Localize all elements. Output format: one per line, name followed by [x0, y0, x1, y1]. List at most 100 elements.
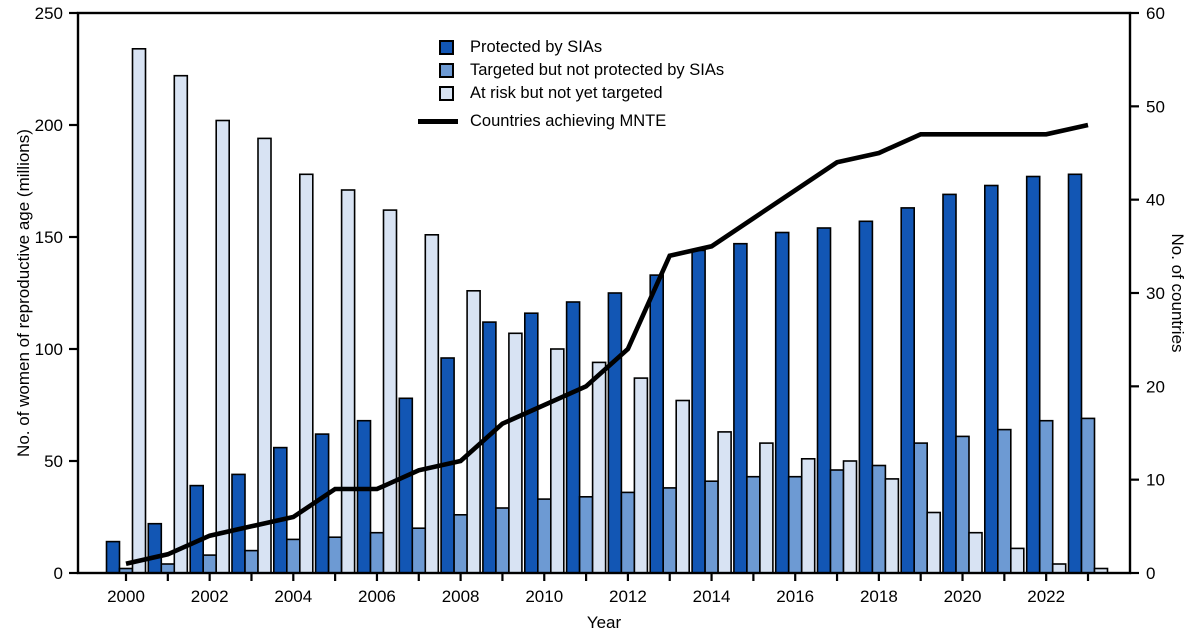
x-tick-label-2016: 2016	[776, 587, 814, 606]
bar-protected-2014	[691, 249, 706, 574]
bar-protected-2021	[983, 184, 999, 574]
x-tick-label-2006: 2006	[358, 587, 396, 606]
legend-marker-cell	[418, 119, 470, 124]
bar-protected-2018	[858, 220, 874, 574]
bar-targeted-2006	[369, 531, 385, 574]
bar-targeted-2022	[1038, 419, 1054, 574]
bar-at-risk-2007	[424, 234, 440, 574]
legend-label: At risk but not yet targeted	[470, 84, 663, 102]
bar-at-risk-2003	[257, 137, 272, 574]
right-axis-title: No. of countries	[1168, 233, 1187, 353]
bar-protected-2005	[314, 433, 330, 574]
bar-targeted-2020	[955, 435, 970, 574]
legend-marker-cell	[418, 40, 470, 55]
x-tick-label-2018: 2018	[860, 587, 898, 606]
bar-protected-2010	[523, 312, 539, 574]
protected-swatch-icon	[439, 40, 454, 55]
left-tick-label-0: 0	[54, 564, 63, 583]
x-tick-label-2000: 2000	[107, 587, 145, 606]
right-tick-label-40: 40	[1146, 191, 1165, 210]
bar-targeted-2011	[578, 495, 594, 574]
bar-at-risk-2014	[717, 431, 732, 574]
bar-at-risk-2021	[1009, 547, 1025, 574]
bar-at-risk-2017	[842, 460, 858, 574]
bar-protected-2020	[942, 193, 957, 574]
mnte-line-swatch-icon	[418, 119, 458, 124]
right-tick-label-10: 10	[1146, 471, 1165, 490]
right-tick-label-0: 0	[1146, 564, 1155, 583]
bar-targeted-2015	[746, 475, 761, 574]
bar-targeted-2002	[202, 554, 217, 574]
x-tick-label-2010: 2010	[525, 587, 563, 606]
left-tick-label-150: 150	[35, 228, 63, 247]
bar-targeted-2018	[871, 464, 887, 574]
bar-protected-2002	[189, 484, 204, 574]
bar-targeted-2021	[996, 428, 1012, 574]
bar-targeted-2017	[829, 469, 845, 574]
right-tick-label-20: 20	[1146, 377, 1165, 396]
bar-at-risk-2020	[968, 531, 983, 574]
x-tick-label-2008: 2008	[442, 587, 480, 606]
x-axis-title: Year	[586, 613, 622, 632]
bar-targeted-2019	[913, 442, 929, 574]
bar-at-risk-2008	[466, 289, 481, 574]
bar-targeted-2004	[285, 538, 301, 574]
bar-at-risk-2009	[508, 332, 523, 574]
bar-protected-2011	[565, 301, 581, 574]
legend-marker-cell	[418, 86, 470, 101]
x-tick-label-2002: 2002	[191, 587, 229, 606]
legend-item-mnte-line: Countries achieving MNTE	[418, 110, 724, 133]
x-tick-label-2004: 2004	[274, 587, 312, 606]
bar-at-risk-2011	[591, 361, 607, 574]
right-tick-label-30: 30	[1146, 284, 1165, 303]
x-tick-label-2020: 2020	[944, 587, 982, 606]
bar-at-risk-2006	[382, 209, 398, 574]
bar-protected-2019	[900, 207, 916, 574]
left-axis-title: No. of women of reproductive age (millio…	[14, 129, 33, 457]
x-tick-label-2012: 2012	[609, 587, 647, 606]
bar-protected-2000	[105, 540, 121, 574]
bar-targeted-2010	[536, 498, 552, 574]
bar-targeted-2003	[244, 549, 259, 574]
bar-targeted-2009	[495, 507, 510, 574]
bar-at-risk-2015	[759, 442, 774, 574]
at-risk-swatch-icon	[439, 86, 454, 101]
bar-at-risk-2005	[340, 189, 356, 574]
bar-protected-2003	[231, 473, 246, 574]
bar-protected-2006	[356, 419, 372, 574]
bar-targeted-2012	[620, 491, 636, 574]
bar-protected-2009	[482, 321, 497, 574]
bar-at-risk-2018	[884, 478, 900, 574]
bar-targeted-2007	[411, 527, 427, 574]
left-tick-label-50: 50	[44, 452, 63, 471]
bar-protected-2023	[1067, 173, 1083, 574]
bar-at-risk-2001	[173, 74, 189, 574]
left-tick-label-100: 100	[35, 340, 63, 359]
bar-protected-2001	[147, 522, 163, 574]
legend-item-at-risk: At risk but not yet targeted	[418, 82, 724, 105]
left-tick-label-250: 250	[35, 4, 63, 23]
legend-item-protected: Protected by SIAs	[418, 36, 724, 59]
right-tick-label-50: 50	[1146, 97, 1165, 116]
bar-protected-2016	[774, 231, 790, 574]
bar-protected-2012	[607, 292, 623, 574]
legend-label: Targeted but not protected by SIAs	[470, 61, 725, 79]
legend-label: Countries achieving MNTE	[470, 112, 667, 130]
bar-at-risk-2012	[633, 377, 649, 574]
bar-at-risk-2019	[926, 511, 942, 574]
bar-protected-2007	[398, 397, 414, 574]
bar-targeted-2013	[662, 487, 678, 574]
bar-targeted-2016	[787, 475, 803, 574]
legend-marker-cell	[418, 63, 470, 78]
bar-protected-2004	[272, 446, 288, 574]
bar-at-risk-2010	[549, 348, 565, 574]
left-tick-label-200: 200	[35, 116, 63, 135]
bar-targeted-2023	[1080, 417, 1096, 574]
bar-at-risk-2016	[800, 457, 816, 574]
bar-at-risk-2002	[215, 119, 230, 574]
bar-at-risk-2013	[675, 399, 691, 574]
targeted-swatch-icon	[439, 63, 454, 78]
x-tick-label-2014: 2014	[693, 587, 731, 606]
